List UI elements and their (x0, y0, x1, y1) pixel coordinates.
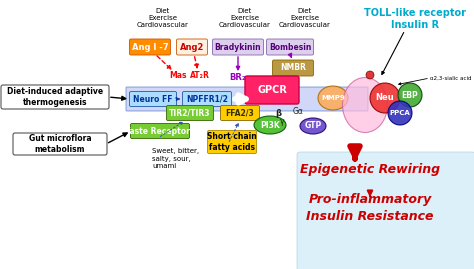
FancyBboxPatch shape (176, 39, 208, 55)
Text: PPCA: PPCA (390, 110, 410, 116)
FancyBboxPatch shape (13, 133, 107, 155)
FancyBboxPatch shape (208, 130, 256, 154)
Text: Neu: Neu (375, 94, 394, 102)
Text: α2,3-sialic acid: α2,3-sialic acid (430, 76, 472, 80)
Circle shape (388, 101, 412, 125)
Text: Bombesin: Bombesin (269, 43, 311, 51)
Text: AT₂R: AT₂R (190, 70, 210, 80)
Text: Bradykinin: Bradykinin (215, 43, 261, 51)
FancyBboxPatch shape (129, 91, 176, 107)
Circle shape (398, 83, 422, 107)
Text: Ang2: Ang2 (180, 43, 204, 51)
Text: GPCR: GPCR (257, 85, 287, 95)
FancyBboxPatch shape (182, 91, 231, 107)
Text: Epigenetic Rewiring: Epigenetic Rewiring (300, 164, 440, 176)
Text: BR₂: BR₂ (230, 73, 246, 82)
FancyBboxPatch shape (266, 39, 313, 55)
Text: Gα: Gα (292, 108, 303, 116)
Text: NMBR: NMBR (280, 63, 306, 73)
Text: Diet
Exercise
Cardiovascular: Diet Exercise Cardiovascular (137, 8, 189, 28)
FancyBboxPatch shape (245, 76, 299, 104)
Text: Neuro FF: Neuro FF (133, 94, 173, 104)
Text: EBP: EBP (401, 90, 419, 100)
FancyBboxPatch shape (129, 39, 171, 55)
FancyBboxPatch shape (1, 85, 109, 109)
Circle shape (370, 83, 400, 113)
Text: Diet
Exercise
Cardiovascular: Diet Exercise Cardiovascular (219, 8, 271, 28)
Text: Gut microflora
metabolism: Gut microflora metabolism (29, 134, 91, 154)
Text: Sweet, bitter,
salty, sour,
umami: Sweet, bitter, salty, sour, umami (152, 148, 199, 169)
Circle shape (366, 71, 374, 79)
Text: GTP: GTP (304, 122, 322, 130)
Text: Mas: Mas (169, 70, 187, 80)
Text: TIR2/TIR3: TIR2/TIR3 (169, 108, 211, 118)
FancyBboxPatch shape (212, 39, 264, 55)
Ellipse shape (318, 86, 348, 110)
FancyBboxPatch shape (297, 152, 474, 269)
Text: NPFFR1/2: NPFFR1/2 (186, 94, 228, 104)
FancyBboxPatch shape (273, 60, 313, 76)
Text: TOLL-like receptor
Insulin R: TOLL-like receptor Insulin R (364, 8, 466, 30)
Text: PI3K: PI3K (260, 121, 280, 129)
Text: MMP9: MMP9 (321, 95, 345, 101)
FancyBboxPatch shape (166, 105, 213, 121)
Text: Short chain
fatty acids: Short chain fatty acids (207, 132, 257, 152)
Text: FFA2/3: FFA2/3 (226, 108, 255, 118)
Text: γ: γ (280, 118, 284, 126)
Ellipse shape (300, 118, 326, 134)
Text: Ang I -7: Ang I -7 (132, 43, 168, 51)
Text: Diet
Exercise
Cardiovascular: Diet Exercise Cardiovascular (279, 8, 331, 28)
Text: Diet-induced adaptive
thermogenesis: Diet-induced adaptive thermogenesis (7, 87, 103, 107)
Text: Pro-inflammatory
Insulin Resistance: Pro-inflammatory Insulin Resistance (306, 193, 434, 222)
Ellipse shape (343, 77, 388, 133)
FancyBboxPatch shape (220, 105, 259, 121)
FancyBboxPatch shape (130, 123, 190, 139)
Ellipse shape (254, 116, 286, 134)
Text: Taste Receptors: Taste Receptors (125, 126, 195, 136)
Text: β: β (275, 108, 281, 118)
FancyBboxPatch shape (126, 87, 368, 111)
